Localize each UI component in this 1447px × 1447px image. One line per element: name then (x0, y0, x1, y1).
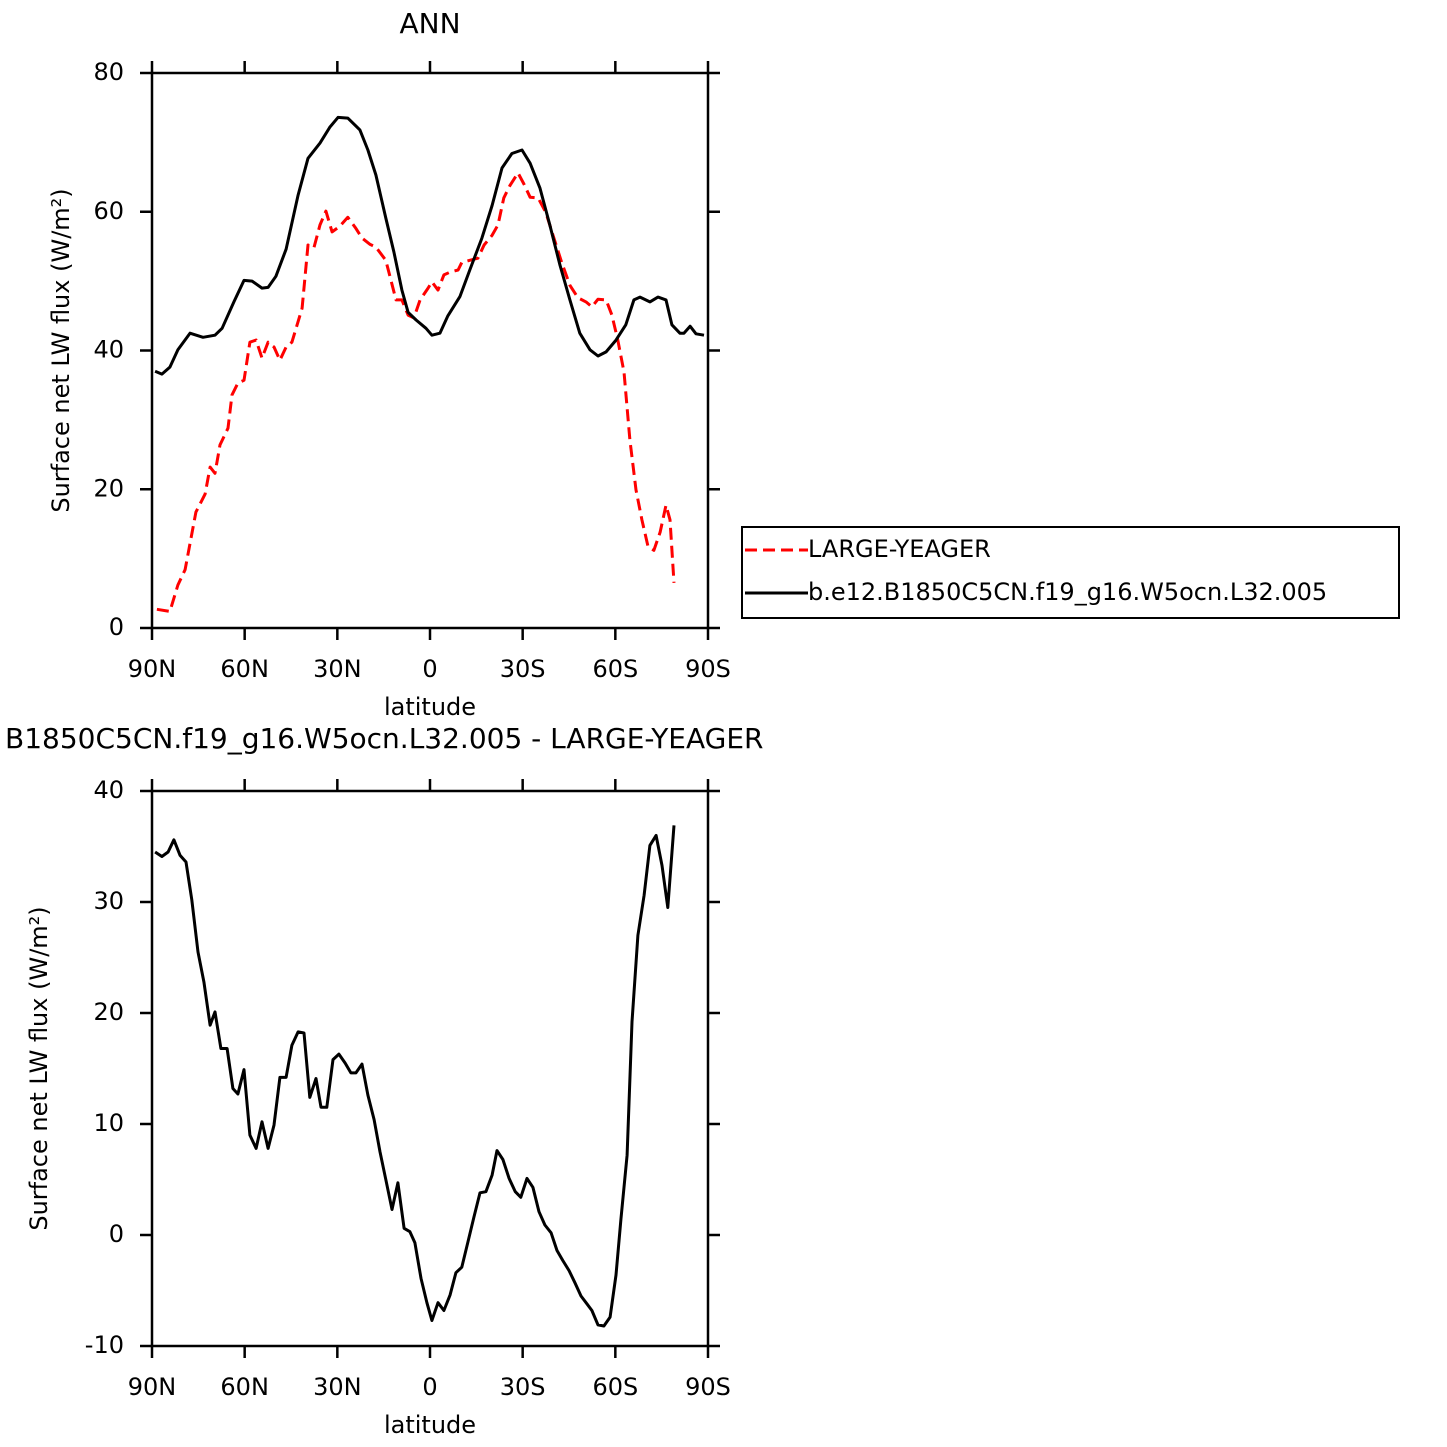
x-tick-label: 60N (220, 1373, 269, 1401)
chart-title: ANN (399, 7, 460, 40)
y-tick-label: -10 (85, 1331, 124, 1359)
data-line (154, 115, 705, 376)
legend-label: LARGE-YEAGER (808, 535, 991, 563)
y-tick-label: 40 (93, 776, 124, 804)
x-tick-label: 60N (220, 655, 269, 683)
y-tick-label: 20 (93, 998, 124, 1026)
legend-label: b.e12.B1850C5CN.f19_g16.W5ocn.L32.005 (808, 578, 1327, 606)
x-tick-label: 60S (592, 655, 638, 683)
y-tick-label: 0 (109, 1220, 124, 1248)
x-tick-label: 30N (313, 655, 362, 683)
x-axis-label: latitude (384, 693, 476, 721)
y-tick-label: 60 (93, 197, 124, 225)
data-line (156, 171, 676, 613)
y-tick-label: 20 (93, 474, 124, 502)
x-tick-label: 90N (128, 655, 177, 683)
y-axis-label: Surface net LW flux (W/m²) (25, 906, 53, 1230)
x-tick-label: 0 (422, 1373, 437, 1401)
plot-frame (150, 71, 710, 630)
x-tick-label: 30S (500, 655, 546, 683)
x-tick-label: 90S (685, 655, 731, 683)
data-line (154, 825, 676, 1328)
legend-box (741, 526, 1400, 619)
y-tick-label: 0 (109, 613, 124, 641)
x-tick-label: 90S (685, 1373, 731, 1401)
y-tick-label: 10 (93, 1109, 124, 1137)
x-tick-label: 30N (313, 1373, 362, 1401)
plot-frame (150, 789, 710, 1348)
x-tick-label: 60S (592, 1373, 638, 1401)
x-axis-label: latitude (384, 1411, 476, 1439)
y-tick-label: 30 (93, 887, 124, 915)
chart-title: B1850C5CN.f19_g16.W5ocn.L32.005 - LARGE-… (5, 722, 764, 755)
x-tick-label: 90N (128, 1373, 177, 1401)
y-axis-label: Surface net LW flux (W/m²) (47, 188, 75, 512)
x-tick-label: 30S (500, 1373, 546, 1401)
y-tick-label: 80 (93, 58, 124, 86)
y-tick-label: 40 (93, 336, 124, 364)
x-tick-label: 0 (422, 655, 437, 683)
